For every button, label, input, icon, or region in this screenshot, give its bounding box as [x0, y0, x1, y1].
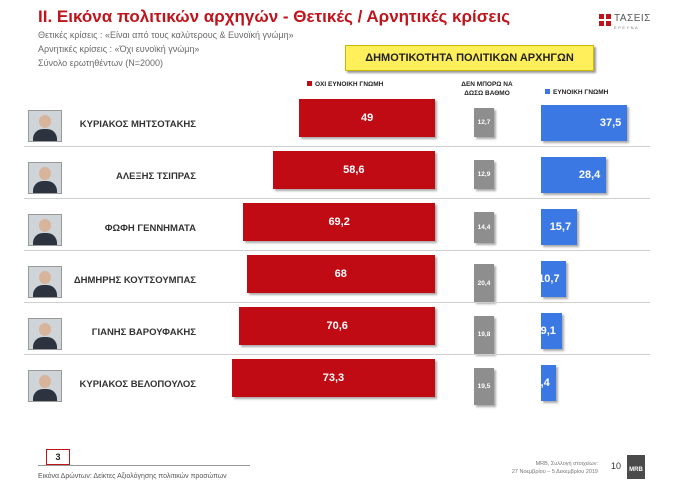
- negative-bar: 73,3: [231, 359, 435, 397]
- subtitle-sample: Σύνολο ερωτηθέντων (N=2000): [38, 58, 164, 68]
- positive-value-label: 15,7: [549, 221, 572, 233]
- legend-label-dont-know-1: ΔΕΝ ΜΠΟΡΩ ΝΑ: [461, 81, 513, 88]
- positive-bar: 10,7: [538, 261, 566, 297]
- dont-know-value-label: 19,8: [477, 331, 491, 339]
- photo-head: [39, 115, 51, 128]
- legend-negative: ΟΧΙ ΕΥΝΟΙΚΗ ΓΝΩΜΗ: [307, 81, 383, 88]
- dont-know-bar: 20,4: [474, 264, 494, 303]
- logo-subname: ΕΡΕΥΝΑ: [614, 25, 640, 30]
- leader-photo: [28, 318, 62, 350]
- dont-know-value-label: 14,4: [477, 224, 491, 232]
- page-number: 10: [611, 461, 622, 471]
- positive-value-label: 28,4: [578, 169, 601, 181]
- photo-head: [39, 375, 51, 388]
- negative-value-label: 69,2: [328, 216, 350, 228]
- photo-head: [39, 167, 51, 180]
- photo-head: [39, 219, 51, 232]
- legend-positive: ΕΥΝΟΙΚΗ ΓΝΩΜΗ: [545, 89, 608, 96]
- positive-value-label: 6,4: [534, 377, 550, 389]
- leader-photo: [28, 370, 62, 402]
- dont-know-bar: 12,9: [474, 160, 494, 190]
- leader-photo: [28, 110, 62, 142]
- logo-name: ΤΑΣΕΙΣ: [614, 13, 651, 24]
- taseis-logo: ΤΑΣΕΙΣ ΕΡΕΥΝΑ: [599, 12, 650, 32]
- negative-value-label: 73,3: [322, 372, 345, 384]
- negative-value-label: 68: [334, 268, 347, 280]
- positive-bar: 6,4: [534, 365, 556, 401]
- source-note: MRB, Συλλογή στοιχείων: 27 Νοεμβρίου – 5…: [470, 460, 598, 476]
- leader-name: ΚΥΡΙΑΚΟΣ ΒΕΛΟΠΟΥΛΟΣ: [79, 379, 197, 390]
- legend-swatch-negative: [307, 81, 312, 86]
- legend-label-negative: ΟΧΙ ΕΥΝΟΙΚΗ ΓΝΩΜΗ: [315, 81, 384, 88]
- photo-head: [39, 271, 51, 284]
- dont-know-bar: 14,4: [474, 212, 494, 244]
- positive-bar: 9,1: [541, 313, 562, 349]
- negative-bar: 49: [299, 99, 435, 137]
- positive-bar: 37,5: [541, 105, 628, 141]
- positive-value-label: 37,5: [599, 117, 622, 129]
- row-separator: [24, 146, 650, 147]
- negative-value-label: 49: [361, 112, 374, 124]
- negative-value-label: 58,6: [343, 164, 365, 176]
- dont-know-value-label: 12,9: [477, 171, 491, 179]
- subtitle-positive: Θετικές κρίσεις : «Είναι από τους καλύτε…: [38, 30, 294, 40]
- photo-body: [33, 233, 57, 245]
- row-separator: [24, 302, 650, 303]
- positive-value-label: 10,7: [538, 273, 560, 285]
- legend-label-dont-know-2: ΔΩΣΩ ΒΑΘΜΟ: [464, 90, 510, 97]
- legend-dont-know: ΔΕΝ ΜΠΟΡΩ ΝΑ ΔΩΣΩ ΒΑΘΜΟ: [452, 80, 522, 98]
- leader-name: ΓΙΑΝΗΣ ΒΑΡΟΥΦΑΚΗΣ: [91, 327, 196, 338]
- footer-caption: Εικόνα Δρώντων: Δείκτες Αξιολόγησης πολι…: [38, 473, 227, 480]
- mrb-logo: MRB: [627, 455, 645, 479]
- source-line-2: 27 Νοεμβρίου – 5 Δεκεμβρίου 2019: [511, 469, 598, 475]
- negative-bar: 70,6: [239, 307, 435, 345]
- positive-bar: 15,7: [541, 209, 578, 245]
- negative-bar: 58,6: [272, 151, 435, 189]
- source-line-1: MRB, Συλλογή στοιχείων:: [535, 461, 598, 467]
- negative-bar: 68: [246, 255, 435, 293]
- photo-head: [39, 323, 51, 336]
- legend-label-positive: ΕΥΝΟΙΚΗ ΓΝΩΜΗ: [553, 89, 609, 96]
- leader-photo: [28, 266, 62, 298]
- legend-swatch-positive: [545, 89, 550, 94]
- positive-bar: 28,4: [541, 157, 607, 193]
- dont-know-value-label: 12,7: [477, 119, 491, 127]
- leader-name: ΑΛΕΞΗΣ ΤΣΙΠΡΑΣ: [115, 171, 196, 182]
- row-separator: [24, 250, 650, 251]
- subtitle-negative: Αρνητικές κρίσεις : «Όχι ευνοϊκή γνώμη»: [38, 44, 200, 54]
- photo-body: [33, 181, 57, 193]
- page-title: II. Εικόνα πολιτικών αρχηγών - Θετικές /…: [38, 7, 511, 26]
- photo-body: [33, 337, 57, 349]
- dont-know-bar: 12,7: [474, 108, 494, 138]
- section-number-badge: 3: [46, 449, 70, 465]
- dont-know-bar: 19,8: [474, 316, 494, 354]
- chart-banner-title: ΔΗΜΟΤΙΚΟΤΗΤΑ ΠΟΛΙΤΙΚΩΝ ΑΡΧΗΓΩΝ: [345, 45, 594, 71]
- row-separator: [24, 198, 650, 199]
- row-separator: [24, 354, 650, 355]
- negative-value-label: 70,6: [326, 320, 348, 332]
- negative-bar: 69,2: [243, 203, 435, 241]
- photo-body: [33, 389, 57, 401]
- footer-divider: [38, 465, 250, 466]
- leader-photo: [28, 162, 62, 194]
- dont-know-value-label: 19,5: [477, 383, 491, 391]
- photo-body: [33, 129, 57, 141]
- leader-name: ΚΥΡΙΑΚΟΣ ΜΗΤΣΟΤΑΚΗΣ: [79, 119, 196, 130]
- leader-name: ΦΩΦΗ ΓΕΝΝΗΜΑΤΑ: [104, 223, 196, 234]
- photo-body: [33, 285, 57, 297]
- dont-know-bar: 19,5: [474, 368, 494, 406]
- cross-logo-icon: [599, 14, 611, 26]
- positive-value-label: 9,1: [540, 325, 556, 337]
- leader-name: ΔΗΜΗΡΗΣ ΚΟΥΤΣΟΥΜΠΑΣ: [73, 275, 196, 286]
- leader-photo: [28, 214, 62, 246]
- dont-know-value-label: 20,4: [477, 279, 491, 287]
